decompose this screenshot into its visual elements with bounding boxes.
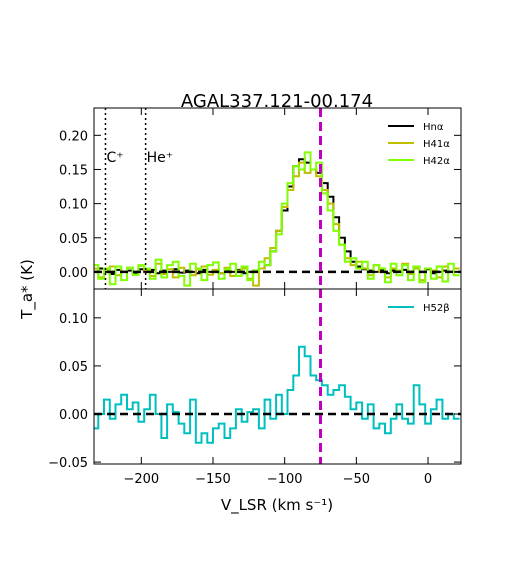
y-tick-label: −0.05 — [48, 456, 88, 471]
legend-label: H42α — [423, 156, 450, 167]
bottom-panel: −0.05 0.00 0.05 0.10 −200 −150 −100 −50 0 H52β — [48, 288, 462, 487]
y-tick-label: 0.00 — [59, 266, 88, 281]
y-tick-label: 0.15 — [59, 163, 88, 178]
series-line-h52 — [94, 345, 460, 444]
annotation-c-plus: C⁺ — [106, 150, 123, 166]
y-tick-label: 0.10 — [59, 312, 88, 327]
y-tick-label: 0.20 — [59, 129, 88, 144]
x-tick-label: 0 — [424, 472, 432, 487]
bottom-legend: H52β — [388, 303, 450, 314]
series-line-hn — [94, 158, 460, 275]
annotation-he-plus: He⁺ — [147, 150, 174, 166]
x-tick-label: −100 — [267, 472, 303, 487]
legend-label: Hnα — [423, 122, 444, 133]
bottom-panel-frame — [93, 288, 462, 465]
y-axis-label: T_a* (K) — [18, 259, 37, 320]
series-line-h41 — [94, 161, 460, 287]
top-panel: 0.00 0.05 0.10 0.15 0.20 Hnα H41α H42α C⁺ He⁺ — [59, 107, 462, 290]
legend-label: H41α — [423, 139, 450, 150]
top-legend: Hnα H41α H42α — [388, 122, 450, 167]
x-tick-label: −200 — [123, 472, 159, 487]
chart-title: AGAL337.121-00.174 — [181, 91, 373, 112]
y-tick-label: 0.05 — [59, 232, 88, 247]
x-tick-label: −150 — [195, 472, 231, 487]
y-tick-label: 0.00 — [59, 408, 88, 423]
legend-label: H52β — [423, 303, 450, 314]
y-tick-label: 0.10 — [59, 198, 88, 213]
top-panel-frame — [93, 107, 462, 290]
series-line-h42 — [94, 151, 460, 287]
x-tick-label: −50 — [343, 472, 370, 487]
y-tick-label: 0.05 — [59, 360, 88, 375]
x-axis-label: V_LSR (km s⁻¹) — [221, 496, 333, 515]
